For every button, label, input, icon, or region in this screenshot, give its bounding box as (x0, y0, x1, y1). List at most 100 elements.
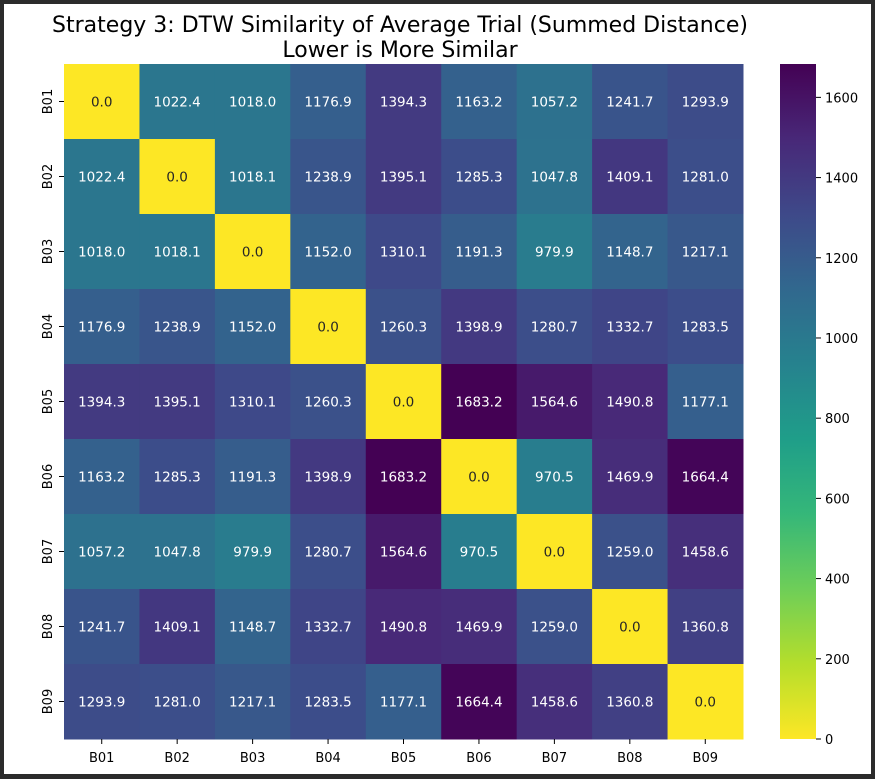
cell-value-label: 1394.3 (380, 95, 427, 111)
heatmap-cell-B04-B04 (290, 289, 367, 365)
cell-value-label: 1398.9 (455, 320, 502, 336)
heatmap-cell-B03-B04 (290, 214, 367, 290)
cell-value-label: 1310.1 (229, 395, 276, 411)
cell-value-label: 1490.8 (380, 620, 427, 636)
heatmap-cell-B07-B09 (667, 514, 744, 590)
heatmap-cell-B05-B09 (667, 364, 744, 440)
cell-value-label: 1683.2 (455, 395, 502, 411)
cell-value-label: 1057.2 (78, 545, 125, 561)
figure-frame: Strategy 3: DTW Similarity of Average Tr… (4, 4, 871, 774)
cell-value-label: 1469.9 (455, 620, 502, 636)
heatmap-cell-B09-B01 (64, 664, 140, 740)
heatmap-cell-B07-B08 (592, 514, 669, 590)
cell-value-label: 1280.7 (531, 320, 578, 336)
heatmap-cell-B03-B09 (667, 214, 744, 290)
cell-value-label: 0.0 (166, 170, 187, 186)
heatmap-cell-B05-B04 (290, 364, 367, 440)
x-axis: B01 B02 B03 B04 B05 B06 B07 B08 B09 (89, 739, 718, 766)
colorbar-tick-label: 800 (825, 412, 850, 427)
chart-title: Strategy 3: DTW Similarity of Average Tr… (52, 13, 748, 38)
heatmap-cell-B02-B02 (139, 139, 216, 215)
cell-value-label: 1409.1 (154, 620, 201, 636)
heatmap-cell-B06-B05 (365, 439, 442, 515)
heatmap-cell-B02-B08 (592, 139, 669, 215)
heatmap-cell-B06-B06 (441, 439, 518, 515)
cell-value-label: 1285.3 (455, 170, 502, 186)
heatmap-cell-B02-B05 (365, 139, 442, 215)
colorbar-tick-label: 600 (825, 492, 850, 507)
cell-value-label: 1241.7 (78, 620, 125, 636)
cell-value-label: 1394.3 (78, 395, 125, 411)
heatmap-cell-B02-B06 (441, 139, 518, 215)
cell-value-label: 1683.2 (380, 470, 427, 486)
cell-value-label: 1280.7 (304, 545, 351, 561)
heatmap-cell-B09-B03 (214, 664, 291, 740)
cell-value-label: 1018.1 (154, 245, 201, 261)
cell-value-label: 1395.1 (380, 170, 427, 186)
x-tick-label: B07 (542, 751, 567, 766)
cell-value-label: 1238.9 (154, 320, 201, 336)
heatmap-cell-B02-B04 (290, 139, 367, 215)
heatmap-cell-B05-B03 (214, 364, 291, 440)
cell-value-label: 1293.9 (78, 695, 125, 711)
heatmap-cell-B01-B04 (290, 64, 367, 140)
heatmap-cell-B03-B01 (64, 214, 140, 290)
cell-value-label: 1152.0 (229, 320, 276, 336)
heatmap-cell-B09-B05 (365, 664, 442, 740)
heatmap-cell-B07-B06 (441, 514, 518, 590)
x-tick-label: B06 (466, 751, 491, 766)
cell-value-label: 1260.3 (304, 395, 351, 411)
heatmap-cell-B09-B07 (516, 664, 593, 740)
heatmap-cell-B09-B04 (290, 664, 367, 740)
colorbar-tick-label: 0 (825, 733, 833, 748)
heatmap-cell-B04-B08 (592, 289, 669, 365)
cell-value-label: 1285.3 (154, 470, 201, 486)
heatmap-cell-B09-B09 (667, 664, 744, 740)
heatmap-cell-B02-B01 (64, 139, 140, 215)
cell-value-label: 1022.4 (154, 95, 201, 111)
heatmap-cell-B03-B08 (592, 214, 669, 290)
heatmap-cell-B08-B07 (516, 589, 593, 665)
heatmap-cell-B06-B03 (214, 439, 291, 515)
cell-value-label: 0.0 (91, 95, 112, 111)
heatmap-cell-B08-B09 (667, 589, 744, 665)
cell-value-label: 1360.8 (606, 695, 653, 711)
colorbar-tick-label: 200 (825, 653, 850, 668)
heatmap-cells (64, 64, 744, 740)
cell-value-label: 1332.7 (606, 320, 653, 336)
heatmap-cell-B09-B06 (441, 664, 518, 740)
heatmap-cell-B05-B05 (365, 364, 442, 440)
heatmap-cell-B04-B07 (516, 289, 593, 365)
cell-value-label: 1152.0 (304, 245, 351, 261)
heatmap-cell-B07-B01 (64, 514, 140, 590)
cell-value-label: 1458.6 (682, 545, 729, 561)
colorbar-tick-label: 1600 (825, 91, 858, 106)
heatmap-chart: Strategy 3: DTW Similarity of Average Tr… (41, 13, 858, 766)
cell-value-label: 970.5 (535, 470, 574, 486)
cell-value-label: 1332.7 (304, 620, 351, 636)
cell-value-label: 1191.3 (229, 470, 276, 486)
heatmap-cell-B02-B03 (214, 139, 291, 215)
colorbar-tick-label: 1400 (825, 172, 858, 187)
cell-value-label: 1018.1 (229, 170, 276, 186)
x-tick-label: B09 (693, 751, 718, 766)
heatmap-cell-B07-B04 (290, 514, 367, 590)
heatmap-cell-B09-B08 (592, 664, 669, 740)
cell-value-label: 1148.7 (229, 620, 276, 636)
y-tick-label: B03 (41, 239, 56, 264)
cell-value-label: 1176.9 (304, 95, 351, 111)
heatmap-cell-B05-B06 (441, 364, 518, 440)
cell-value-label: 1664.4 (682, 470, 729, 486)
cell-value-label: 1469.9 (606, 470, 653, 486)
heatmap-cell-B01-B09 (667, 64, 744, 140)
heatmap-cell-B03-B02 (139, 214, 216, 290)
heatmap-cell-B06-B07 (516, 439, 593, 515)
heatmap-cell-B08-B05 (365, 589, 442, 665)
colorbar-tick-label: 400 (825, 573, 850, 588)
y-axis: B01 B02 B03 B04 B05 B06 B07 B08 B09 (41, 89, 64, 714)
x-tick-label: B04 (315, 751, 340, 766)
heatmap-cell-B04-B09 (667, 289, 744, 365)
heatmap-cell-B04-B06 (441, 289, 518, 365)
cell-value-label: 1191.3 (455, 245, 502, 261)
heatmap-cell-B07-B05 (365, 514, 442, 590)
